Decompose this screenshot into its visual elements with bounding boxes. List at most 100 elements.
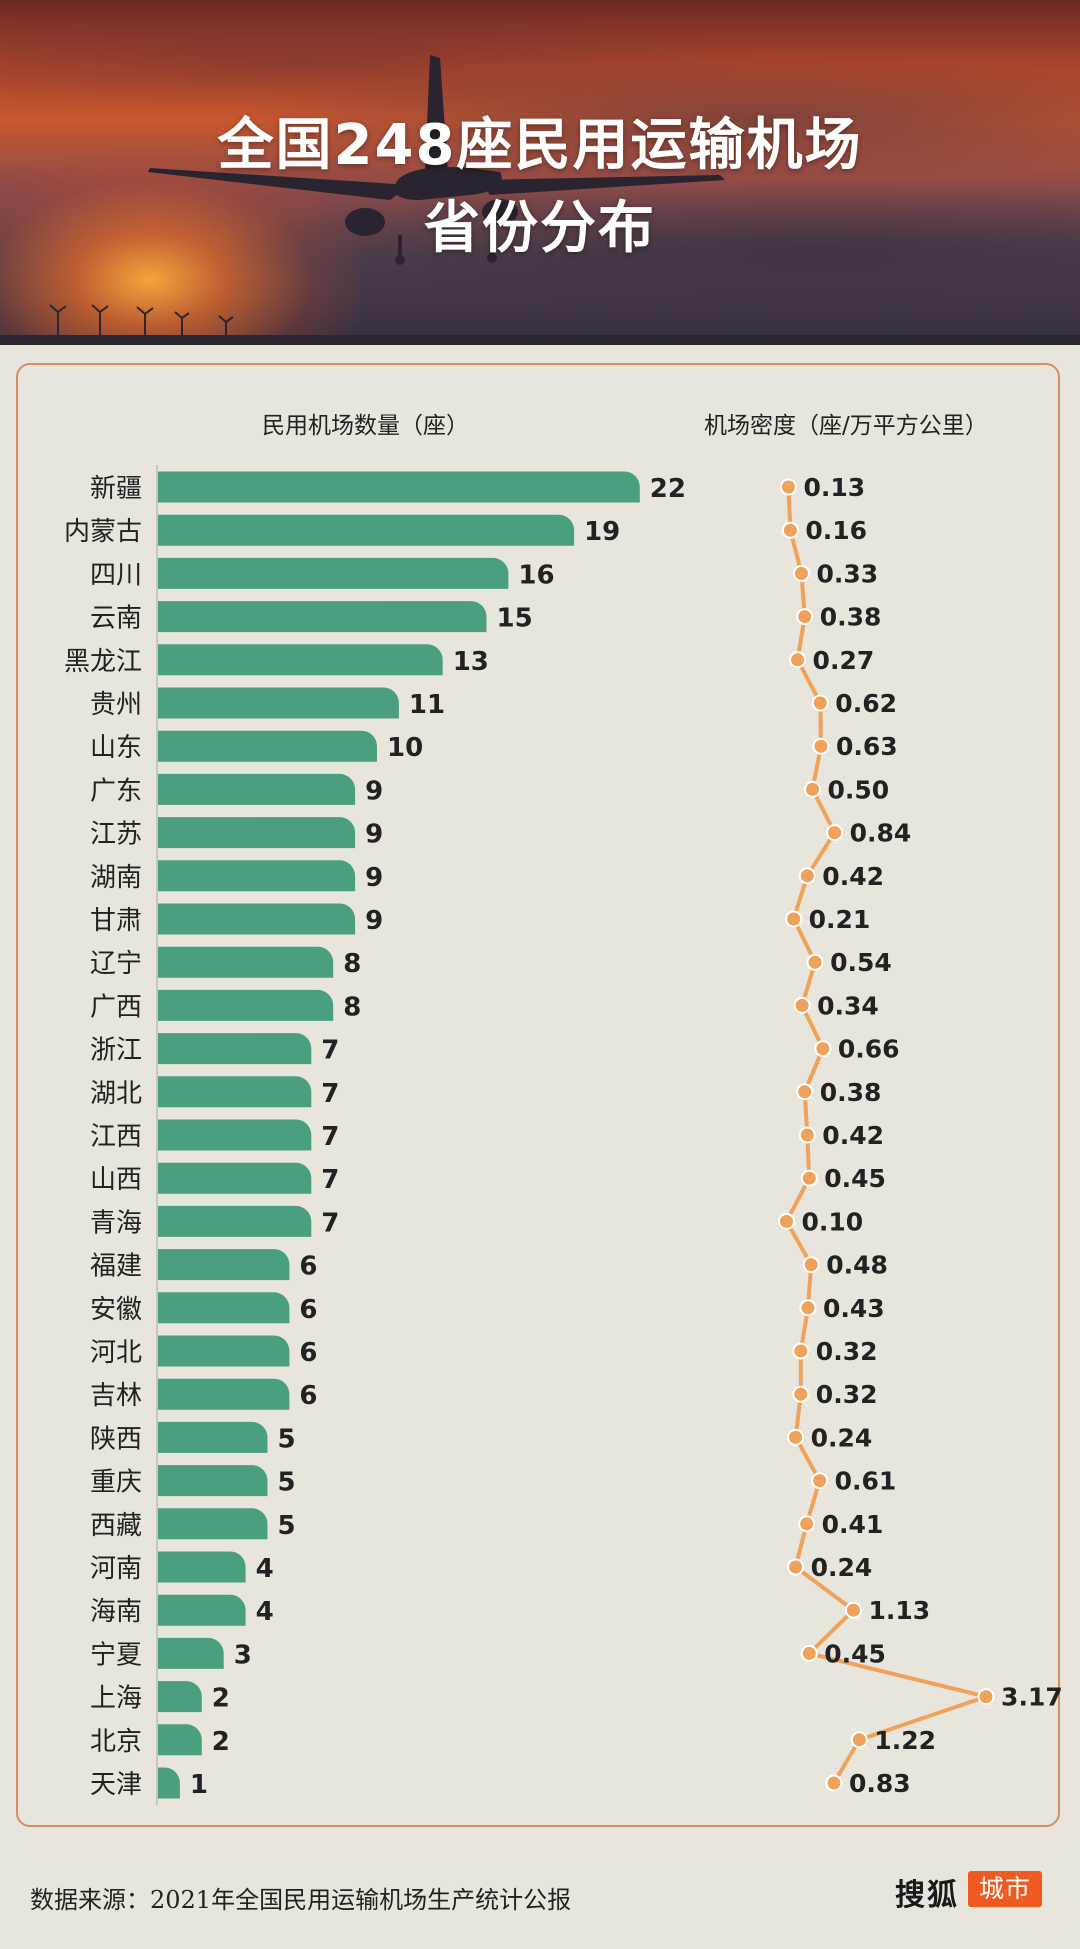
category-label: 甘肃 xyxy=(90,906,142,936)
category-label: 海南 xyxy=(90,1597,142,1627)
category-label: 新疆 xyxy=(90,474,142,504)
category-label: 北京 xyxy=(90,1727,142,1757)
count-value-label: 7 xyxy=(321,1036,339,1066)
data-source: 数据来源：2021年全国民用运输机场生产统计公报 xyxy=(30,1886,572,1914)
density-point xyxy=(826,824,844,842)
count-bar xyxy=(158,946,334,978)
category-label: 宁夏 xyxy=(90,1640,142,1670)
count-bar xyxy=(158,1681,202,1713)
category-label: 黑龙江 xyxy=(64,647,142,677)
count-bar xyxy=(158,1594,246,1626)
category-label: 青海 xyxy=(90,1208,142,1238)
density-value-label: 0.66 xyxy=(838,1035,900,1064)
count-bar xyxy=(158,1162,312,1194)
count-bar xyxy=(158,1724,202,1756)
category-label: 贵州 xyxy=(90,690,142,720)
category-label: 陕西 xyxy=(90,1424,142,1454)
density-value-label: 0.45 xyxy=(824,1164,886,1193)
density-value-label: 0.43 xyxy=(823,1294,885,1323)
density-value-label: 0.54 xyxy=(830,948,892,977)
city-tag: 城市 xyxy=(968,1871,1042,1907)
density-value-label: 0.62 xyxy=(835,689,897,718)
count-value-label: 6 xyxy=(299,1338,317,1368)
density-point xyxy=(792,564,810,582)
count-value-label: 5 xyxy=(278,1511,296,1541)
page-title: 全国248座民用运输机场 xyxy=(217,113,863,178)
count-bar xyxy=(158,1508,268,1540)
density-point xyxy=(778,1212,795,1230)
count-bar xyxy=(158,601,487,633)
density-point xyxy=(802,1256,820,1274)
count-value-label: 7 xyxy=(321,1208,339,1238)
count-value-label: 16 xyxy=(518,560,554,590)
density-value-label: 0.41 xyxy=(822,1510,884,1539)
count-bar xyxy=(158,1033,312,1065)
count-bar xyxy=(158,1076,312,1108)
count-bar xyxy=(158,989,334,1021)
density-value-label: 0.34 xyxy=(817,991,879,1020)
count-value-label: 9 xyxy=(365,863,383,893)
density-point xyxy=(789,651,807,669)
count-bar xyxy=(158,1378,290,1410)
category-label: 重庆 xyxy=(90,1468,142,1498)
density-point xyxy=(796,1083,814,1101)
count-bar xyxy=(158,644,443,676)
density-point xyxy=(799,1299,817,1317)
count-value-label: 5 xyxy=(278,1468,296,1498)
category-label: 山西 xyxy=(90,1165,142,1195)
density-value-label: 0.16 xyxy=(805,516,867,545)
count-bar xyxy=(158,903,356,935)
density-value-label: 0.63 xyxy=(836,732,898,761)
count-value-label: 11 xyxy=(409,690,445,720)
density-value-label: 0.32 xyxy=(816,1380,878,1409)
count-bar xyxy=(158,730,377,762)
count-bar xyxy=(158,471,640,503)
density-point xyxy=(806,953,824,971)
density-point xyxy=(792,1342,810,1360)
count-bar xyxy=(158,1465,268,1497)
density-point xyxy=(798,1126,816,1144)
count-value-label: 9 xyxy=(365,820,383,850)
count-value-label: 6 xyxy=(299,1295,317,1325)
density-point xyxy=(811,1472,829,1490)
count-value-label: 8 xyxy=(343,949,361,979)
category-label: 广东 xyxy=(90,776,142,806)
density-value-label: 0.27 xyxy=(813,646,875,675)
density-value-label: 0.21 xyxy=(809,905,871,934)
category-label: 四川 xyxy=(90,560,142,590)
density-value-label: 0.24 xyxy=(811,1423,873,1452)
density-value-label: 0.50 xyxy=(828,775,890,804)
count-bar xyxy=(158,557,509,589)
density-point xyxy=(798,1515,816,1533)
category-label: 广西 xyxy=(90,992,142,1022)
density-value-label: 0.45 xyxy=(824,1639,886,1668)
count-bar xyxy=(158,773,356,805)
density-point xyxy=(792,1385,810,1403)
density-value-label: 0.48 xyxy=(826,1251,888,1280)
count-value-label: 9 xyxy=(365,776,383,806)
density-line xyxy=(784,486,989,1785)
density-value-label: 0.84 xyxy=(850,819,912,848)
count-column-header: 民用机场数量（座） xyxy=(262,413,469,439)
density-value-label: 0.42 xyxy=(822,1121,884,1150)
density-point xyxy=(825,1774,843,1792)
category-label: 河南 xyxy=(90,1554,142,1584)
category-label: 上海 xyxy=(90,1684,142,1714)
density-point xyxy=(844,1601,862,1619)
count-bar xyxy=(158,1637,224,1669)
category-label: 江苏 xyxy=(90,820,142,850)
category-label: 湖北 xyxy=(90,1079,142,1109)
density-point xyxy=(787,1428,805,1446)
category-label: 山东 xyxy=(90,733,142,763)
density-column-header: 机场密度（座/万平方公里） xyxy=(704,413,988,439)
density-value-label: 0.13 xyxy=(803,473,865,502)
count-bar xyxy=(158,1292,290,1324)
count-value-label: 6 xyxy=(299,1381,317,1411)
count-value-label: 7 xyxy=(321,1165,339,1195)
category-label: 吉林 xyxy=(90,1381,142,1411)
count-value-label: 6 xyxy=(299,1252,317,1282)
density-point xyxy=(811,694,829,712)
density-point xyxy=(785,910,803,928)
density-value-label: 0.10 xyxy=(802,1207,864,1236)
